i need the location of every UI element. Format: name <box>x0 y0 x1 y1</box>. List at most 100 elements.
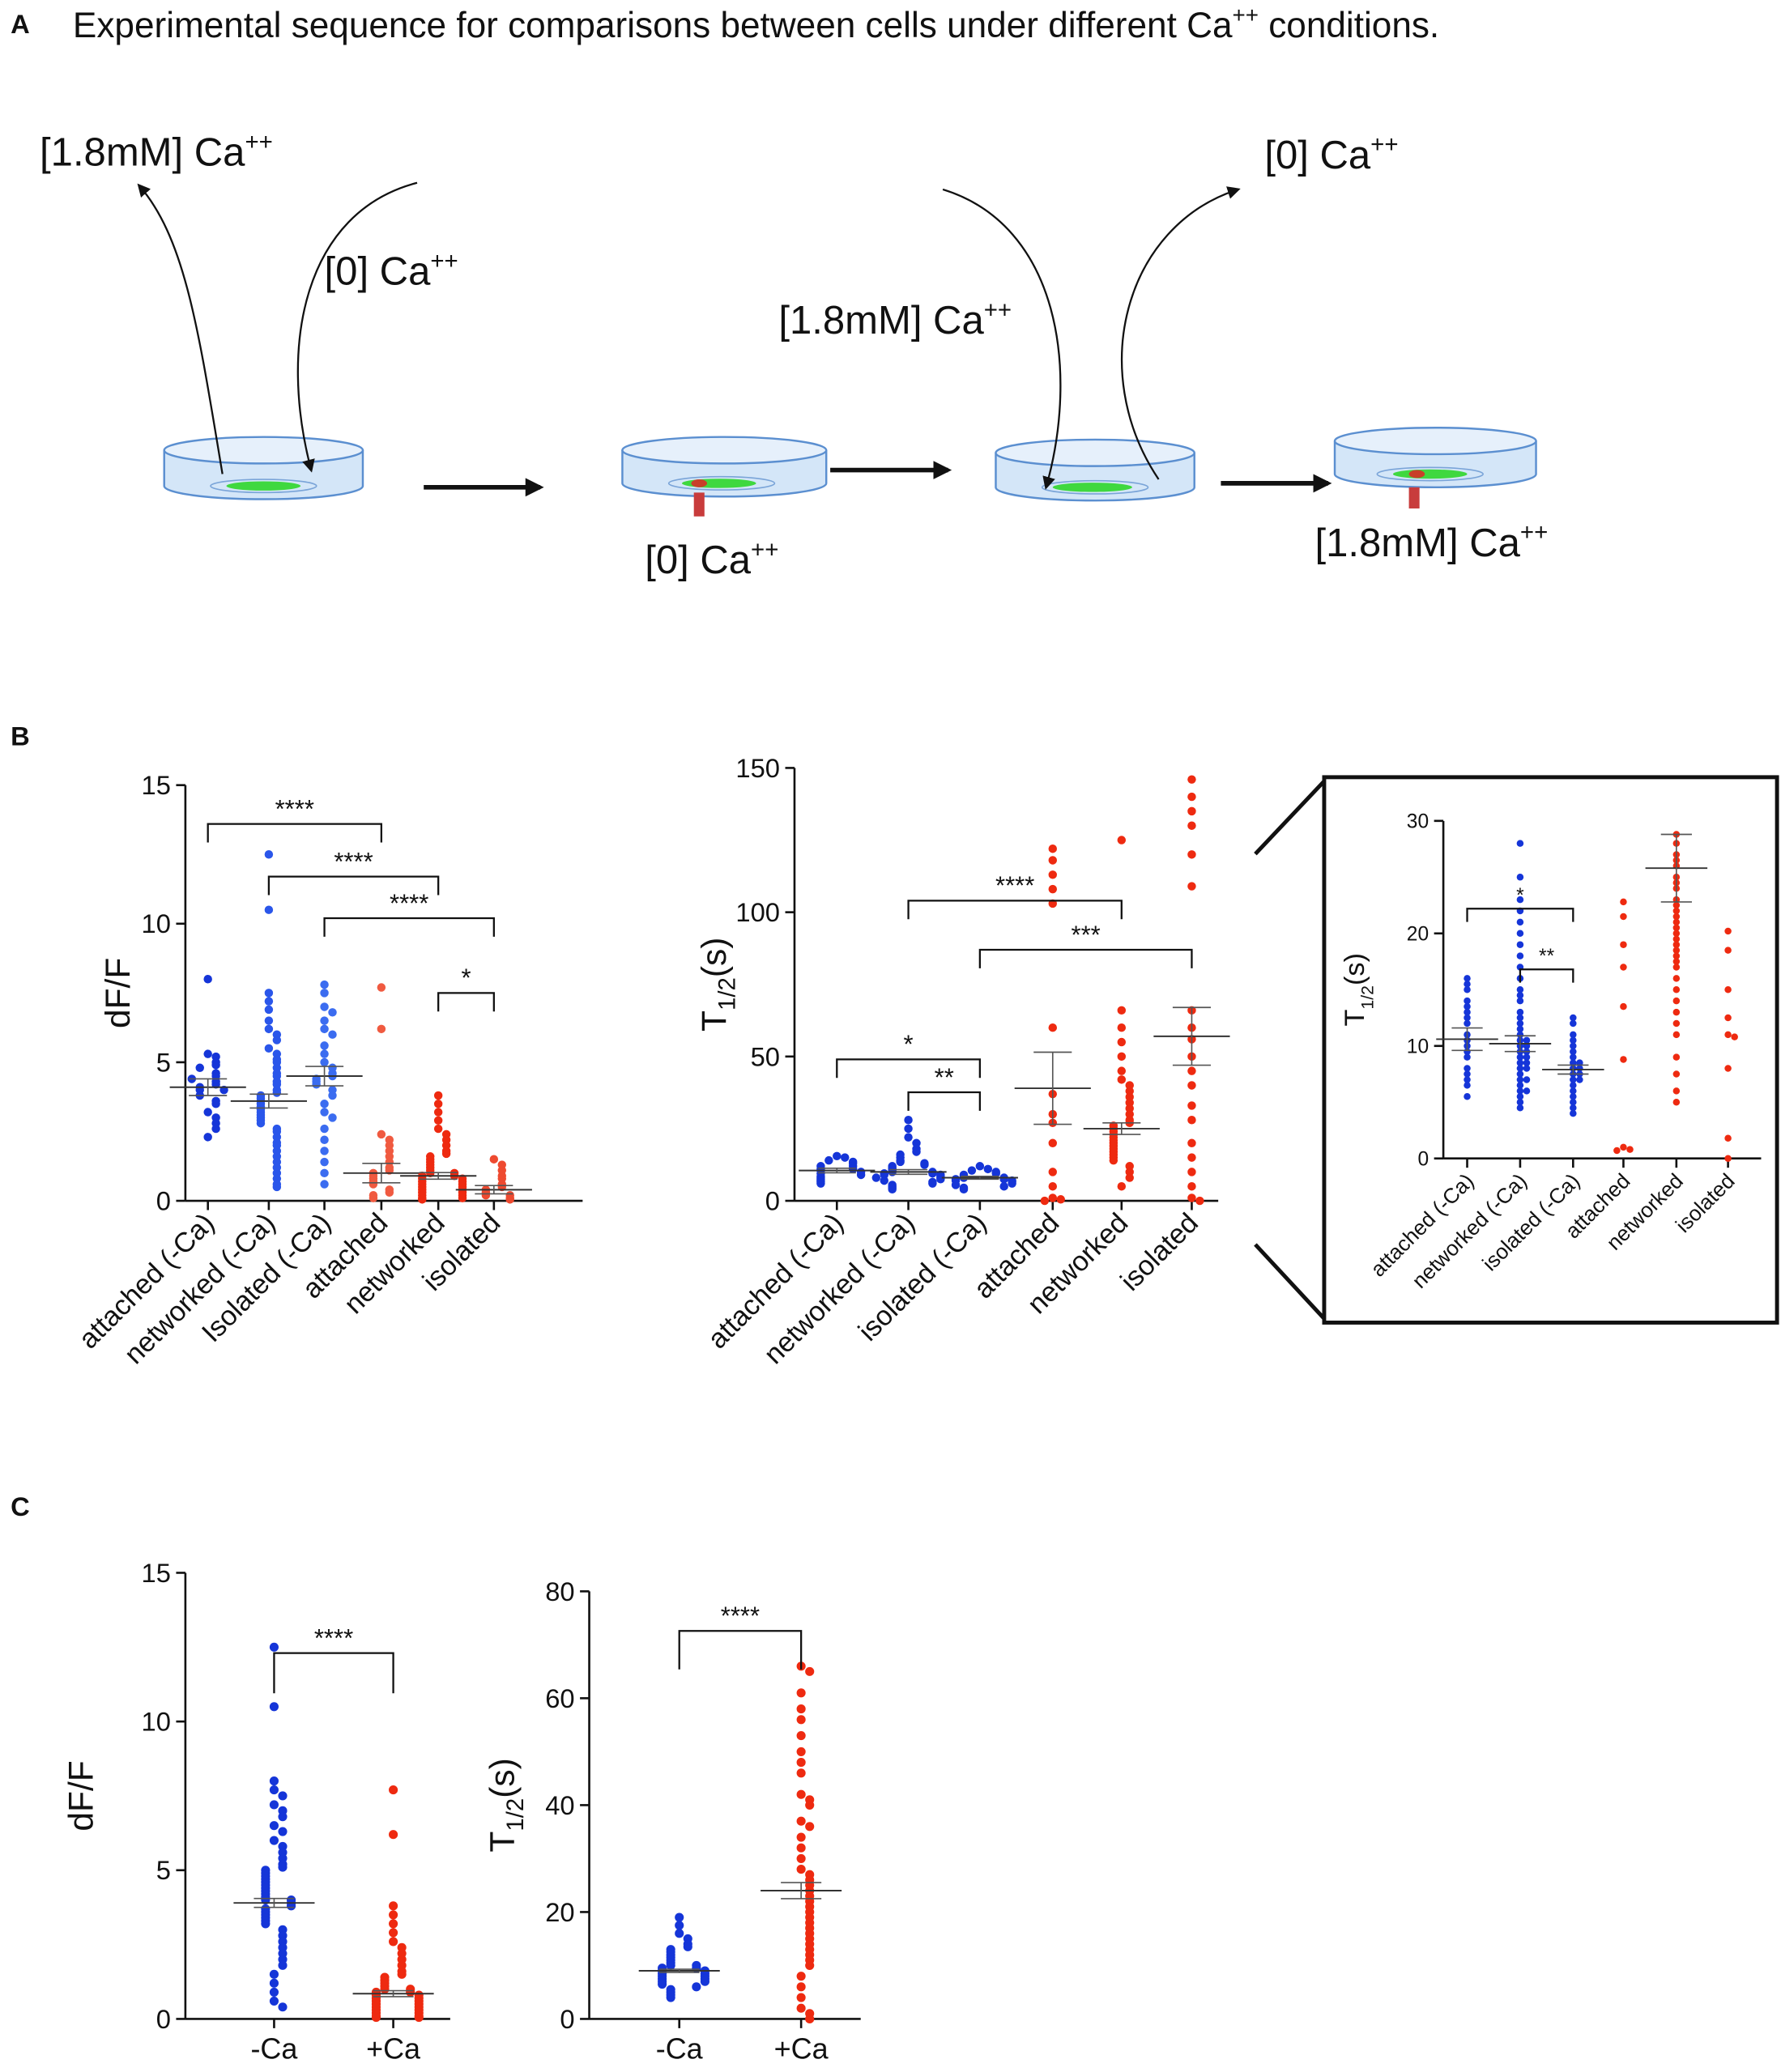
data-point <box>371 2013 381 2023</box>
data-point <box>1464 997 1471 1005</box>
data-point <box>1464 1002 1471 1010</box>
data-point <box>1464 1019 1471 1027</box>
data-point <box>320 1147 329 1155</box>
data-point <box>320 1157 329 1167</box>
data-point <box>369 1180 378 1189</box>
title-text: conditions. <box>1259 6 1439 45</box>
label-text: [0] Ca <box>325 250 432 294</box>
data-point <box>920 1160 929 1169</box>
data-point <box>1724 927 1732 935</box>
label-text: T <box>696 1010 734 1032</box>
data-point <box>1048 1138 1058 1147</box>
data-point <box>256 1118 266 1128</box>
data-point <box>1570 1104 1577 1112</box>
data-point <box>999 1181 1008 1191</box>
y-tick-label: 0 <box>560 2004 574 2034</box>
data-point <box>1187 882 1196 891</box>
data-point <box>278 2002 288 2012</box>
data-point <box>1570 1109 1577 1117</box>
data-point <box>796 1982 806 1992</box>
data-point <box>666 1960 675 1970</box>
data-point <box>1620 941 1627 948</box>
data-point <box>1187 1081 1196 1090</box>
error-bar <box>1172 1006 1211 1066</box>
data-point <box>1516 1093 1524 1100</box>
data-point <box>389 1937 398 1946</box>
data-point <box>675 1912 684 1922</box>
data-point <box>880 1176 888 1185</box>
x-tick-label: isolated (-Ca) <box>853 1207 993 1347</box>
data-point <box>1464 1065 1471 1072</box>
significance-label: **** <box>275 794 314 823</box>
label-sup: ++ <box>430 248 458 274</box>
label-sup: ++ <box>1520 519 1548 546</box>
data-point <box>1040 1196 1050 1206</box>
arrows <box>137 181 1241 490</box>
data-point <box>1516 991 1524 999</box>
data-point <box>1523 1036 1531 1045</box>
y-tick-label: 10 <box>142 908 171 938</box>
significance-bracket <box>1519 968 1574 983</box>
y-tick-label: 5 <box>156 1855 171 1885</box>
data-point <box>1731 1033 1738 1040</box>
data-point <box>1620 898 1627 906</box>
condition-label: [1.8mM] Ca++ <box>778 297 1012 343</box>
label-sup: ++ <box>751 536 778 563</box>
data-point <box>385 1188 394 1198</box>
significance-label: * <box>904 1030 914 1058</box>
significance-bracket <box>978 948 1193 968</box>
data-point <box>1672 1008 1681 1016</box>
data-point <box>418 1195 427 1204</box>
data-point <box>896 1157 905 1167</box>
data-point <box>1464 986 1471 993</box>
x-tick-label: isolated <box>1114 1207 1204 1297</box>
data-point <box>1576 1076 1583 1083</box>
data-point <box>1523 1087 1531 1095</box>
data-point <box>1516 1053 1524 1061</box>
significance-label: **** <box>314 1623 353 1652</box>
error-bar <box>781 1882 822 1900</box>
data-point <box>967 1166 977 1175</box>
label-text: [1.8mM] Ca <box>1314 521 1520 565</box>
condition-label: [0] Ca++ <box>645 536 778 582</box>
y-tick-label: 15 <box>142 770 171 800</box>
y-tick-label: 20 <box>545 1897 574 1927</box>
data-point <box>1523 1065 1531 1072</box>
data-point <box>1570 1087 1577 1095</box>
data-point <box>211 1100 220 1108</box>
data-point <box>1516 1098 1524 1106</box>
y-axis-label: T1/2(s) <box>1340 953 1377 1027</box>
data-point <box>1187 1066 1196 1075</box>
data-point <box>397 1969 407 1979</box>
data-point <box>1117 1023 1127 1032</box>
data-point <box>1048 844 1058 853</box>
data-point <box>269 1987 279 1997</box>
data-point <box>928 1168 937 1178</box>
data-point <box>904 1133 913 1142</box>
y-tick-label: 20 <box>1407 923 1429 945</box>
data-point <box>1109 1155 1118 1165</box>
label-text: [0] Ca <box>1264 134 1371 177</box>
data-point <box>269 1642 279 1652</box>
y-axis-label: T1/2(s) <box>484 1758 528 1852</box>
data-point <box>320 1108 329 1117</box>
data-point <box>1187 1181 1196 1191</box>
data-point <box>278 1827 288 1836</box>
data-point <box>1464 1082 1471 1089</box>
data-point <box>1464 1076 1471 1083</box>
data-point <box>1672 1031 1681 1039</box>
y-tick-label: 0 <box>156 2004 171 2034</box>
data-point <box>796 2003 806 2013</box>
data-point <box>377 1024 386 1034</box>
data-point <box>203 1049 212 1058</box>
y-tick-label: 0 <box>1417 1148 1429 1170</box>
data-point <box>320 1124 329 1134</box>
data-point <box>796 1816 806 1826</box>
data-point <box>328 1030 337 1039</box>
data-point <box>269 1978 279 1988</box>
data-point <box>1570 1031 1577 1039</box>
label-sup: ++ <box>1370 131 1398 158</box>
data-point <box>377 983 386 992</box>
